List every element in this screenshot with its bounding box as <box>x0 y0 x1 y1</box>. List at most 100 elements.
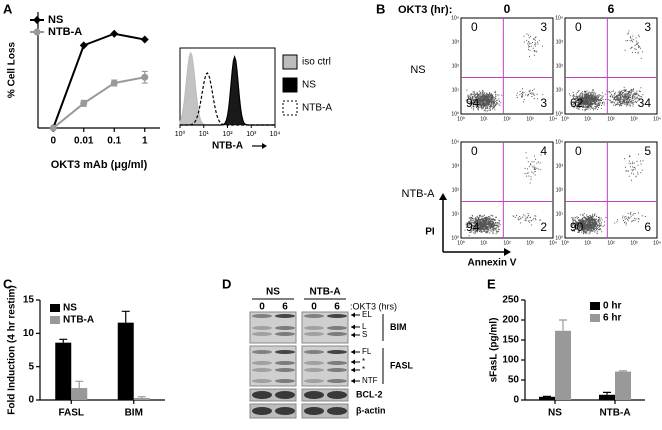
legend-swatch <box>590 314 600 322</box>
bar <box>133 398 150 400</box>
marker <box>79 41 88 50</box>
blot-band <box>327 368 347 372</box>
marker <box>80 99 88 107</box>
y-tick-label: 10² <box>452 187 460 193</box>
arrow-head <box>351 349 355 355</box>
legend-label: NS <box>63 303 77 314</box>
x-axis-label: NTB-A <box>212 141 243 152</box>
legend-swatch <box>282 54 298 70</box>
bar <box>71 388 88 400</box>
quadrant-value: 5 <box>644 144 651 158</box>
legend-marker <box>33 28 41 36</box>
y-tick-label: 10¹ <box>556 87 564 93</box>
arrow-head <box>351 312 355 318</box>
lane-label: 6 <box>334 302 340 313</box>
x-tick-label: 10² <box>503 240 511 246</box>
blot-band <box>252 407 272 415</box>
arrow-head <box>262 143 267 149</box>
quadrant-value: 6 <box>644 220 651 234</box>
blot-band <box>304 326 324 330</box>
blot-band <box>304 361 324 365</box>
x-tick-label: 10² <box>607 116 615 122</box>
blot-band <box>252 326 272 330</box>
blot-band <box>252 361 272 365</box>
bar <box>599 394 615 400</box>
error-bar <box>121 310 130 323</box>
y-tick-label: 250 <box>502 295 519 306</box>
blot-band <box>327 379 347 383</box>
x-tick-label: 10⁰ <box>561 240 569 246</box>
marker <box>110 29 119 38</box>
legend-label: NS <box>48 14 63 26</box>
x-tick-label: 10⁴ <box>549 116 557 122</box>
group-label: NTB-A <box>309 287 340 298</box>
blot-band <box>275 326 295 330</box>
blot-band <box>275 350 295 354</box>
error-bar <box>619 370 627 372</box>
y-tick-label: 10¹ <box>556 211 564 217</box>
blot-band <box>327 332 347 336</box>
legend-swatch <box>282 100 298 116</box>
blot-band <box>275 314 295 318</box>
y-tick-label: 0 <box>513 395 519 406</box>
y-tick-label: 100 <box>502 355 519 366</box>
x-tick-label: 10⁴ <box>653 116 661 122</box>
legend-marker <box>33 16 41 24</box>
column-header: OKT3 (hr): <box>398 4 452 16</box>
flow-events <box>571 153 646 235</box>
blot-band <box>275 379 295 383</box>
y-tick-label: 10⁴ <box>555 15 563 21</box>
blot-band <box>327 407 347 415</box>
series-line <box>52 76 145 129</box>
flow-events <box>464 152 542 237</box>
x-tick-label: 0.01 <box>74 136 94 147</box>
y-tick-label: 10⁴ <box>555 139 563 145</box>
x-tick-label: 10¹ <box>199 131 210 138</box>
blot-panel-label: BCL-2 <box>356 389 383 399</box>
legend-label: NTB-A <box>302 103 332 114</box>
blot-band <box>252 379 272 383</box>
y-tick-label: 150 <box>502 335 519 346</box>
blot-panel-label: β-actin <box>356 405 386 415</box>
legend-swatch <box>50 316 60 324</box>
error-bar <box>137 396 146 398</box>
quadrant-value: 4 <box>540 144 547 158</box>
marker <box>141 73 149 81</box>
band-label: EL <box>362 310 372 319</box>
x-tick-label: 10¹ <box>584 116 592 122</box>
y-tick-label: 10² <box>556 63 564 69</box>
band-label: * <box>362 357 365 366</box>
x-axis-label: Annexin V <box>468 258 517 269</box>
y-tick-label: 10¹ <box>452 87 460 93</box>
band-label: FL <box>362 347 372 356</box>
blot-panel-label: FASL <box>390 360 414 370</box>
x-tick-label: 10² <box>222 131 233 138</box>
blot-band <box>327 350 347 354</box>
blot-band <box>304 368 324 372</box>
arrow-head <box>351 324 355 330</box>
x-tick-label: 10¹ <box>584 240 592 246</box>
lane-label: 0 <box>259 302 265 313</box>
blot-band <box>275 368 295 372</box>
band-label: * <box>362 365 365 374</box>
y-tick-label: 5 <box>28 361 34 372</box>
x-tick-label: 10⁴ <box>270 131 281 138</box>
x-tick-label: 0.1 <box>107 136 121 147</box>
x-tick-label: 10³ <box>630 240 638 246</box>
legend-label: 6 hr <box>603 313 621 324</box>
arrow-head <box>351 367 355 373</box>
blot-band <box>275 332 295 336</box>
arrow-head <box>504 248 511 256</box>
band-label: NTF <box>362 376 378 385</box>
y-tick-label: 200 <box>502 315 519 326</box>
y-tick-label: 50 <box>508 375 520 386</box>
legend-label: NS <box>302 80 316 91</box>
blot-band <box>304 350 324 354</box>
arrow-head <box>351 378 355 384</box>
blot-band <box>252 314 272 318</box>
column-label: 0 <box>504 2 511 16</box>
x-tick-label: NTB-A <box>599 408 630 419</box>
bar <box>55 342 72 400</box>
blot-band <box>252 332 272 336</box>
